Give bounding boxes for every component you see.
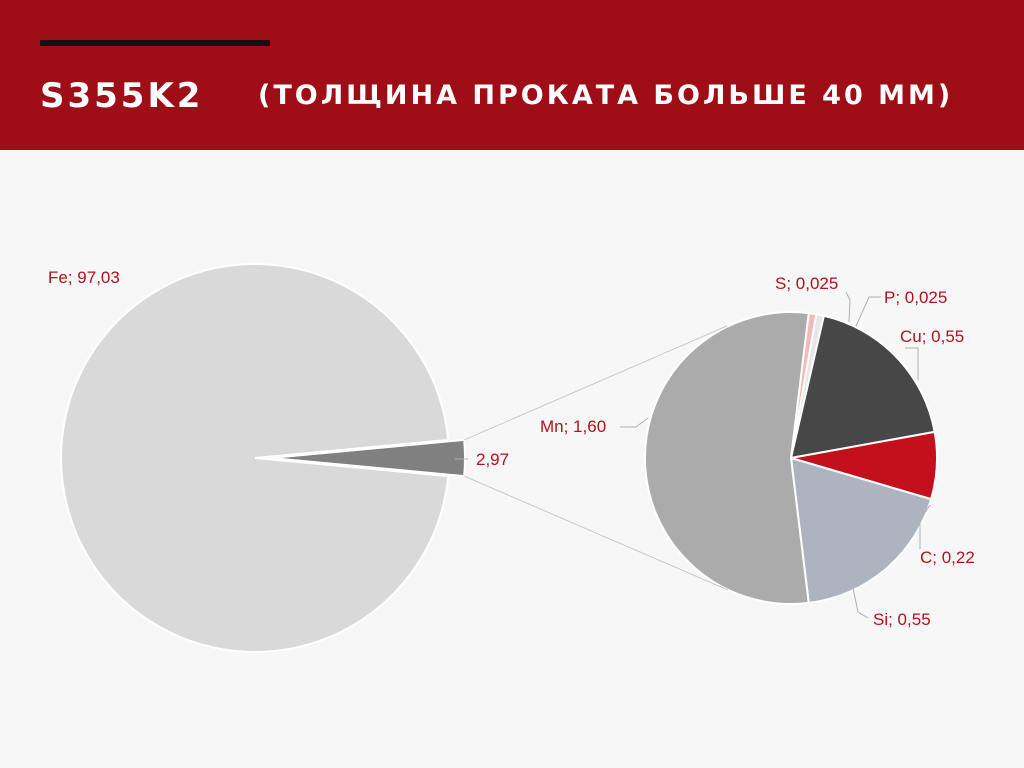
leader-line-s bbox=[845, 291, 851, 323]
data-label-fe: Fe; 97,03 bbox=[48, 268, 120, 287]
pie-slice-mn bbox=[643, 311, 810, 605]
leader-line-si bbox=[852, 587, 869, 619]
data-label-c: C; 0,22 bbox=[920, 548, 975, 567]
page-title: S355K2 bbox=[40, 76, 204, 116]
leader-line-c bbox=[919, 504, 931, 549]
leader-line-mn bbox=[620, 417, 649, 428]
connector-line-top bbox=[463, 325, 728, 441]
leader-line-cu bbox=[905, 347, 919, 380]
pie-slice-fe bbox=[60, 263, 450, 653]
data-label-cu: Cu; 0,55 bbox=[900, 327, 964, 346]
data-label-s: S; 0,025 bbox=[775, 274, 838, 293]
connector-line-bottom bbox=[463, 475, 729, 591]
pie-slice-si bbox=[789, 456, 933, 605]
title-banner: S355K2 (ТОЛЩИНА ПРОКАТА БОЛЬШЕ 40 ММ) bbox=[0, 0, 1024, 150]
page-subtitle: (ТОЛЩИНА ПРОКАТА БОЛЬШЕ 40 ММ) bbox=[258, 80, 954, 111]
leader-line-p bbox=[855, 296, 881, 327]
pie-slice-other bbox=[270, 438, 467, 478]
data-label-p: P; 0,025 bbox=[884, 288, 947, 307]
decorative-rule bbox=[40, 40, 270, 46]
data-label-si: Si; 0,55 bbox=[873, 610, 931, 629]
data-label-other: 2,97 bbox=[476, 450, 509, 469]
pie-slice-cu bbox=[789, 314, 936, 460]
data-label-mn: Mn; 1,60 bbox=[540, 417, 606, 436]
